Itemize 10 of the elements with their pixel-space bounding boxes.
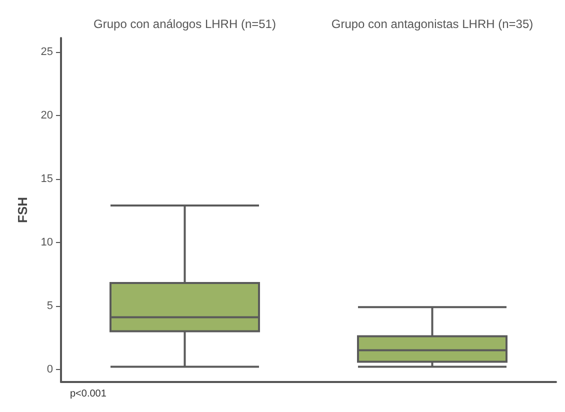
y-tick-label: 0 (46, 363, 53, 376)
x-tick-label: Grupo con antagonistas LHRH (n=35) (331, 17, 534, 31)
y-axis-title: FSH (15, 197, 30, 223)
y-tick-label: 25 (40, 46, 53, 58)
y-tick-label: 5 (46, 300, 53, 312)
y-tick-label: 10 (40, 236, 53, 248)
y-tick-label: 20 (40, 109, 53, 122)
text: p<0.001 (70, 388, 107, 400)
x-tick-label: Grupo con análogos LHRH (n=51) (94, 17, 276, 31)
y-tick-label: 15 (40, 172, 53, 185)
